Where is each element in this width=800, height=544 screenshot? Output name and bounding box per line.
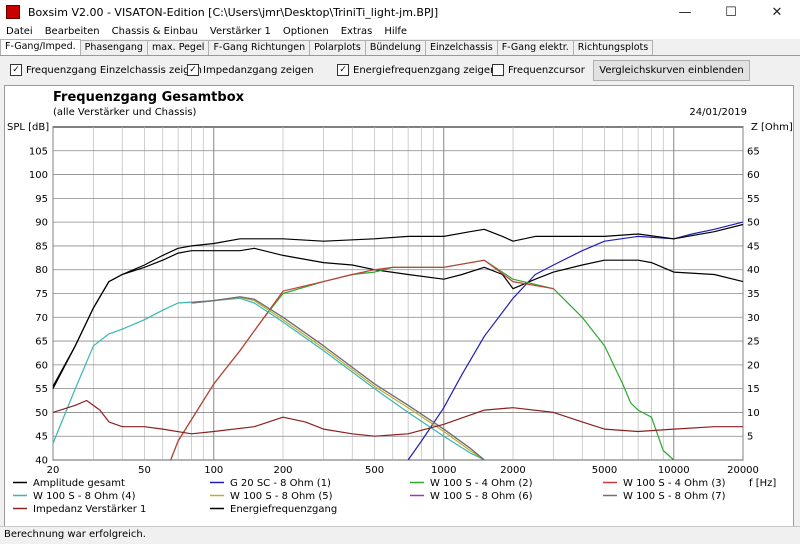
single-chassis-option[interactable]: ✓ Frequenzgang Einzelchassis zeigen [10, 64, 202, 76]
y-tick-label: 45 [35, 432, 48, 443]
legend-label: Amplitude gesamt [33, 478, 125, 489]
x-tick-label: 2000 [500, 465, 525, 476]
energy-label: Energiefrequenzgang zeigen [353, 64, 497, 76]
status-bar: Berechnung war erfolgreich. [0, 526, 800, 544]
single-chassis-label: Frequenzgang Einzelchassis zeigen [26, 64, 203, 76]
x-tick-label: 20000 [727, 465, 759, 476]
menu-extras[interactable]: Extras [340, 26, 373, 37]
y-tick-label: 95 [35, 194, 48, 205]
y-tick-label: 40 [35, 456, 48, 467]
minimize-button[interactable]: — [678, 4, 692, 20]
tab-buendelung[interactable]: Bündelung [364, 40, 426, 55]
title-bar: Boxsim V2.00 - VISATON-Edition [C:\Users… [0, 0, 800, 24]
menu-chassis[interactable]: Chassis & Einbau [111, 26, 198, 37]
tab-richtungsplots[interactable]: Richtungsplots [572, 40, 654, 55]
x-tick-label: 50 [138, 465, 151, 476]
menu-optionen[interactable]: Optionen [282, 26, 329, 37]
y2-tick-label: 60 [747, 170, 760, 181]
series-line-4 [170, 259, 554, 461]
compare-curves-button[interactable]: Vergleichskurven einblenden [593, 60, 750, 81]
tab-phasengang[interactable]: Phasengang [79, 40, 148, 55]
y2-tick-label: 65 [747, 146, 760, 157]
x-tick-label: 20 [47, 465, 60, 476]
menu-bar: Datei Bearbeiten Chassis & Einbau Verstä… [0, 24, 800, 39]
chart-panel: Frequenzgang Gesamtbox (alle Verstärker … [4, 85, 794, 527]
cursor-checkbox[interactable] [492, 64, 504, 76]
maximize-button[interactable]: ☐ [725, 4, 737, 20]
legend-label: W 100 S - 8 Ohm (4) [33, 491, 136, 502]
y-tick-label: 65 [35, 337, 48, 348]
tab-polarplots[interactable]: Polarplots [309, 40, 366, 55]
y2-tick-label: 50 [747, 218, 760, 229]
energy-option[interactable]: ✓ Energiefrequenzgang zeigen [337, 64, 496, 76]
cursor-option[interactable]: Frequenzcursor [492, 64, 585, 76]
menu-datei[interactable]: Datei [6, 26, 33, 37]
y2-tick-label: 35 [747, 289, 760, 300]
x-tick-label: 100 [204, 465, 223, 476]
series-line-8 [191, 296, 485, 461]
y2-tick-label: 45 [747, 241, 760, 252]
single-chassis-checkbox[interactable]: ✓ [10, 64, 22, 76]
legend-label: W 100 S - 4 Ohm (2) [430, 478, 533, 489]
legend-label: Impedanz Verstärker 1 [33, 504, 146, 515]
y2-tick-label: 55 [747, 194, 760, 205]
x-axis-label: f [Hz] [749, 478, 776, 489]
y-tick-label: 80 [35, 265, 48, 276]
legend-label: W 100 S - 8 Ohm (6) [430, 491, 533, 502]
x-tick-label: 10000 [658, 465, 690, 476]
chart-title: Frequenzgang Gesamtbox [53, 90, 245, 105]
y2-tick-label: 5 [747, 432, 753, 443]
tab-fgang-imped[interactable]: F-Gang/Imped. [0, 39, 81, 55]
x-tick-label: 500 [365, 465, 384, 476]
window-title: Boxsim V2.00 - VISATON-Edition [C:\Users… [28, 5, 439, 19]
y2-tick-label: 30 [747, 313, 760, 324]
legend-label: W 100 S - 8 Ohm (7) [623, 491, 726, 502]
tab-max-pegel[interactable]: max. Pegel [146, 40, 210, 55]
legend-label: G 20 SC - 8 Ohm (1) [230, 478, 331, 489]
x-tick-label: 5000 [592, 465, 617, 476]
legend-label: Energiefrequenzgang [230, 504, 337, 515]
y2-tick-label: 15 [747, 384, 760, 395]
menu-bearbeiten[interactable]: Bearbeiten [44, 26, 100, 37]
y2-tick-label: 25 [747, 337, 760, 348]
impedance-label: Impedanzgang zeigen [203, 64, 314, 76]
y-tick-label: 85 [35, 241, 48, 252]
y-tick-label: 70 [35, 313, 48, 324]
options-bar: ✓ Frequenzgang Einzelchassis zeigen ✓ Im… [0, 57, 800, 85]
x-tick-label: 1000 [431, 465, 456, 476]
menu-verstaerker[interactable]: Verstärker 1 [209, 26, 271, 37]
series-line-2 [407, 221, 744, 461]
y-tick-label: 90 [35, 218, 48, 229]
x-tick-label: 200 [273, 465, 292, 476]
y-tick-label: 60 [35, 360, 48, 371]
menu-hilfe[interactable]: Hilfe [384, 26, 408, 37]
y-tick-label: 55 [35, 384, 48, 395]
app-icon [6, 5, 20, 19]
y-tick-label: 50 [35, 408, 48, 419]
impedance-option[interactable]: ✓ Impedanzgang zeigen [187, 64, 314, 76]
cursor-label: Frequenzcursor [508, 64, 585, 76]
y-tick-label: 105 [29, 146, 48, 157]
y2-axis-label: Z [Ohm] [751, 122, 793, 133]
chart-subtitle: (alle Verstärker und Chassis) [53, 107, 197, 118]
series-line-10 [52, 223, 744, 389]
y-tick-label: 75 [35, 289, 48, 300]
frequency-response-chart: Frequenzgang Gesamtbox (alle Verstärker … [7, 90, 793, 515]
energy-checkbox[interactable]: ✓ [337, 64, 349, 76]
chart-date: 24/01/2019 [689, 107, 747, 118]
legend-label: W 100 S - 8 Ohm (5) [230, 491, 333, 502]
impedance-checkbox[interactable]: ✓ [187, 64, 199, 76]
y2-tick-label: 20 [747, 360, 760, 371]
legend-label: W 100 S - 4 Ohm (3) [623, 478, 726, 489]
y2-tick-label: 40 [747, 265, 760, 276]
tab-fgang-elektr[interactable]: F-Gang elektr. [496, 40, 574, 55]
y-tick-label: 100 [29, 170, 48, 181]
y-axis-label: SPL [dB] [7, 122, 49, 133]
tab-bar: F-Gang/Imped. Phasengang max. Pegel F-Ga… [0, 39, 800, 56]
tab-einzelchassis[interactable]: Einzelchassis [425, 40, 498, 55]
y2-tick-label: 10 [747, 408, 760, 419]
tab-fgang-richtungen[interactable]: F-Gang Richtungen [208, 40, 311, 55]
series-line-9 [52, 399, 743, 437]
close-button[interactable]: ✕ [771, 4, 783, 20]
